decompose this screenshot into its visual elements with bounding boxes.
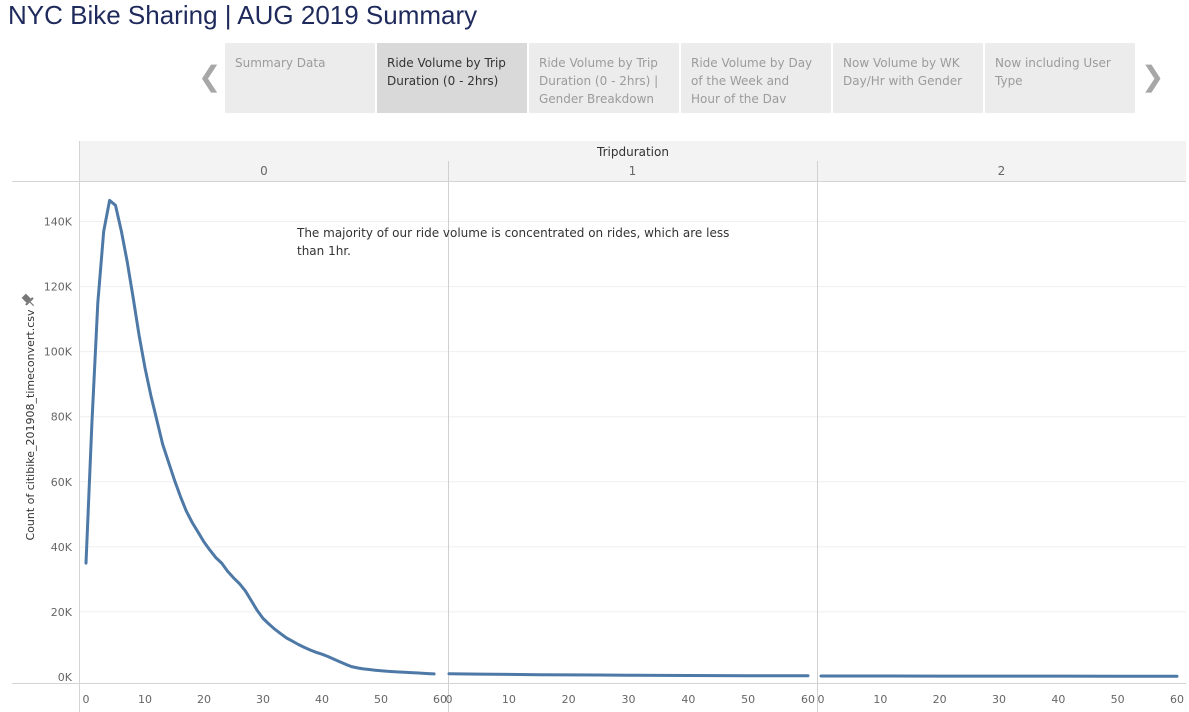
x-tick-label: 40 <box>1051 693 1065 706</box>
x-tick-label: 60 <box>801 693 815 706</box>
column-header-label: Tripduration <box>596 145 669 159</box>
chart-header: Tripduration 0 1 2 <box>260 145 1005 178</box>
series-line-panel-1 <box>447 672 810 678</box>
panel-label: 2 <box>998 164 1006 178</box>
x-tick-label: 10 <box>873 693 887 706</box>
tab-volume-wk-day-hr-gender[interactable]: Now Volume by WK Day/Hr with Gender <box>833 43 983 113</box>
chart-annotation: The majority of our ride volume is conce… <box>297 226 730 258</box>
tab-ride-volume-by-trip-duration[interactable]: Ride Volume by Trip Duration (0 - 2hrs) <box>377 43 527 113</box>
y-tick-label: 140K <box>44 216 73 229</box>
y-tick-label: 120K <box>44 281 73 294</box>
tab-user-type[interactable]: Now including User Type <box>985 43 1135 113</box>
chevron-right-icon[interactable]: ❯ <box>1141 60 1165 93</box>
page-title: NYC Bike Sharing | AUG 2019 Summary <box>8 0 478 30</box>
x-tick-label: 20 <box>933 693 947 706</box>
x-tick-label: 30 <box>622 693 636 706</box>
x-tick-label: 30 <box>992 693 1006 706</box>
x-tick-label: 50 <box>374 693 388 706</box>
panel-label: 0 <box>260 164 268 178</box>
story-navigation-tabs: Summary Data Ride Volume by Trip Duratio… <box>225 43 1137 113</box>
pin-icon-head <box>21 293 31 303</box>
column-header-bg <box>80 141 1186 161</box>
chart-axes: 0K 20K 40K 60K 80K 100K 120K 140K Count of citib… <box>12 141 1186 712</box>
panel-header-bg <box>80 161 1186 181</box>
chevron-left-icon[interactable]: ❮ <box>198 60 222 93</box>
x-tick-label: 10 <box>502 693 516 706</box>
tab-summary-data[interactable]: Summary Data <box>225 43 375 113</box>
x-tick-label: 50 <box>741 693 755 706</box>
pin-icon <box>21 293 35 307</box>
x-tick-label: 40 <box>681 693 695 706</box>
y-tick-label: 80K <box>51 411 73 424</box>
y-tick-label: 40K <box>51 541 73 554</box>
tab-ride-volume-day-hour[interactable]: Ride Volume by Day of the Week and Hour … <box>681 43 831 113</box>
x-tick-label: 20 <box>562 693 576 706</box>
y-tick-label: 0K <box>58 671 73 684</box>
y-tick-label: 60K <box>51 476 73 489</box>
x-tick-label: 50 <box>1111 693 1125 706</box>
x-tick-label: 30 <box>256 693 270 706</box>
pin-icon-base <box>25 297 34 306</box>
chart-gridlines <box>80 221 1186 613</box>
x-tick-label: 60 <box>433 693 447 706</box>
x-tick-label: 0 <box>83 693 90 706</box>
x-tick-label: 10 <box>138 693 152 706</box>
panel-label: 1 <box>629 164 637 178</box>
x-tick-label: 20 <box>197 693 211 706</box>
x-tick-label: 0 <box>818 693 825 706</box>
tab-ride-volume-gender-breakdown[interactable]: Ride Volume by Trip Duration (0 - 2hrs) … <box>529 43 679 113</box>
y-tick-label: 100K <box>44 346 73 359</box>
pin-icon-needle <box>29 301 35 307</box>
y-tick-label: 20K <box>51 606 73 619</box>
y-axis-title: Count of citibike_201908_timeconvert.csv <box>24 309 37 541</box>
chart-series-lines <box>84 198 1179 678</box>
x-tick-label: 40 <box>315 693 329 706</box>
series-line-panel-0 <box>84 198 436 676</box>
x-tick-label: 60 <box>1170 693 1184 706</box>
x-tick-label: 0 <box>446 693 453 706</box>
chart-background <box>80 141 1186 181</box>
